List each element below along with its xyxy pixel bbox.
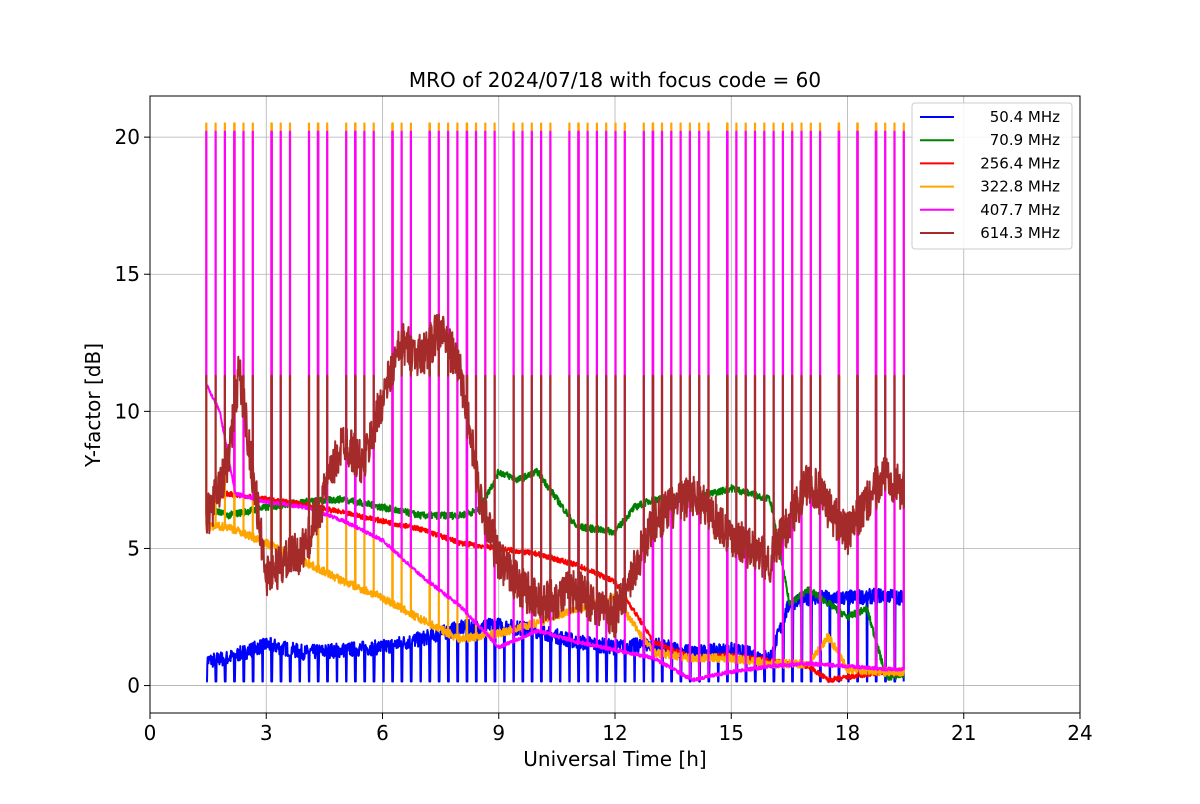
y-tick-label: 10 (115, 399, 140, 423)
x-axis-label: Universal Time [h] (523, 747, 706, 771)
x-tick-label: 15 (719, 721, 744, 745)
y-tick-label: 20 (115, 125, 140, 149)
series-area (205, 122, 905, 684)
chart-title: MRO of 2024/07/18 with focus code = 60 (409, 68, 821, 92)
legend-label: 614.3 MHz (980, 224, 1060, 242)
legend-label: 50.4 MHz (990, 108, 1060, 126)
x-tick-label: 6 (376, 721, 389, 745)
legend-label: 70.9 MHz (990, 131, 1060, 149)
x-tick-label: 12 (602, 721, 627, 745)
x-tick-label: 18 (835, 721, 860, 745)
series-line-614-3-mhz (205, 313, 905, 639)
y-tick-label: 5 (127, 536, 140, 560)
y-tick-label: 0 (127, 674, 140, 698)
y-axis-label: Y-factor [dB] (81, 343, 105, 468)
x-tick-label: 0 (144, 721, 157, 745)
x-tick-label: 24 (1067, 721, 1092, 745)
legend-label: 256.4 MHz (980, 154, 1060, 172)
legend-label: 407.7 MHz (980, 201, 1060, 219)
legend-label: 322.8 MHz (980, 178, 1060, 196)
legend: 50.4 MHz 70.9 MHz 256.4 MHz 322.8 MHz 407.7 … (911, 102, 1073, 250)
series-line-50-4-mhz (205, 587, 905, 683)
x-tick-label: 3 (260, 721, 273, 745)
y-tick-label: 15 (115, 262, 140, 286)
axis-ticks: 0 3 6 9 12 15 18 21 24 0 5 10 15 20 (115, 125, 1093, 745)
x-tick-label: 9 (492, 721, 505, 745)
x-tick-label: 21 (951, 721, 976, 745)
